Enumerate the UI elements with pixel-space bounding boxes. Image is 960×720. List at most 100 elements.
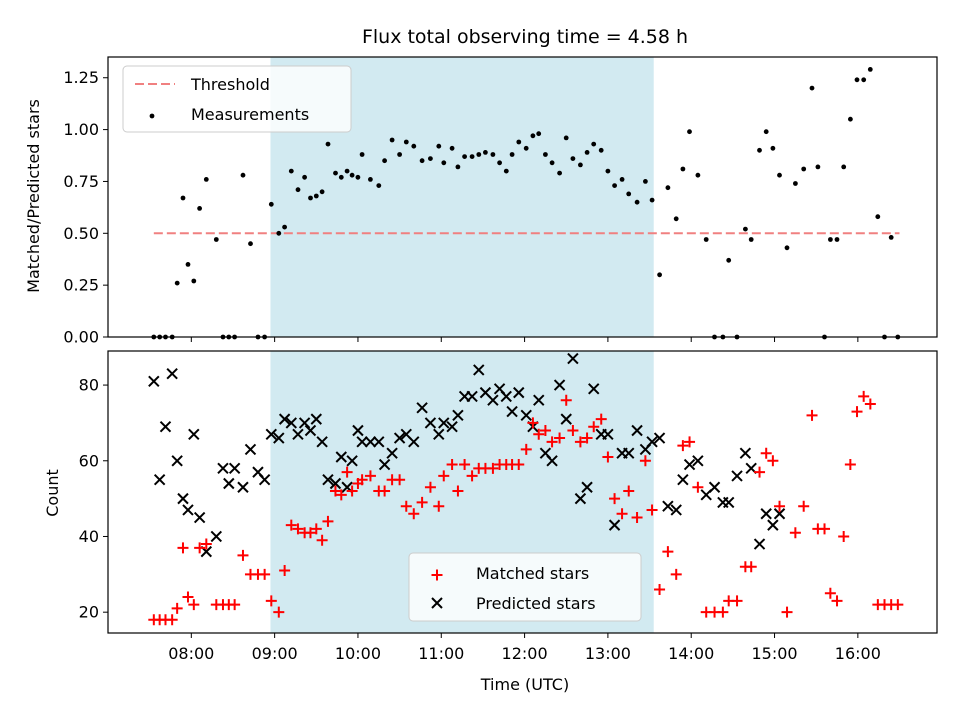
predicted-point: [533, 394, 545, 406]
bottom-xtick-label: 11:00: [418, 644, 464, 663]
matched-point: [322, 515, 334, 527]
matched-point: [581, 432, 593, 444]
measurement-point: [665, 185, 671, 191]
matched-point: [229, 599, 241, 611]
matched-point: [177, 542, 189, 554]
matched-point: [400, 500, 412, 512]
measurement-point: [308, 195, 313, 201]
predicted-point: [662, 500, 674, 512]
matched-point: [844, 459, 856, 471]
matched-point: [684, 436, 696, 448]
predicted-point: [273, 432, 285, 444]
matched-point: [433, 500, 445, 512]
bottom-xtick-label: 12:00: [502, 644, 548, 663]
measurement-point: [248, 241, 253, 247]
matched-point: [188, 599, 200, 611]
predicted-point: [677, 473, 689, 486]
measurement-point: [643, 179, 648, 184]
matched-point: [609, 493, 621, 505]
matched-point: [781, 606, 793, 618]
matched-point: [567, 424, 579, 436]
predicted-point: [416, 402, 428, 414]
predicted-point: [182, 504, 194, 516]
measurement-point: [397, 152, 402, 157]
measurement-point: [888, 235, 894, 240]
top-ytick-label: 0.00: [63, 328, 99, 347]
matched-point: [273, 606, 285, 618]
bottom-plot-frame: [107, 350, 938, 634]
measurement-point: [338, 174, 344, 180]
predicted-point: [304, 424, 317, 437]
matched-point: [819, 523, 831, 535]
measurement-point: [619, 177, 625, 182]
bottom-ytick-label: 20: [79, 603, 99, 622]
matched-point: [539, 424, 551, 436]
top-plot-frame: [107, 56, 938, 338]
measurement-point: [784, 245, 790, 251]
predicted-point: [310, 413, 322, 425]
matched-point: [717, 606, 729, 618]
predicted-point: [188, 428, 200, 440]
matched-point: [487, 462, 499, 474]
measurement-point: [703, 237, 709, 242]
bottom-ytick-label: 60: [79, 451, 99, 470]
predicted-point: [171, 455, 183, 467]
matched-point: [466, 470, 478, 482]
matched-point: [692, 481, 704, 493]
measurement-point: [834, 237, 840, 242]
predicted-point: [258, 473, 271, 486]
legend-threshold-label: Threshold: [190, 75, 270, 94]
bottom-xtick-label: 13:00: [585, 644, 631, 663]
measurement-point: [313, 193, 319, 199]
predicted-point: [646, 436, 658, 448]
matched-point: [182, 591, 194, 603]
predicted-point: [546, 455, 558, 467]
measurement-point: [213, 237, 219, 242]
matched-point: [646, 504, 658, 516]
predicted-point: [346, 455, 358, 467]
predicted-point: [237, 481, 249, 493]
top-ytick-label: 1.25: [63, 68, 99, 87]
bottom-xtick-label: 10:00: [335, 644, 381, 663]
legend-matched-label: Matched stars: [476, 564, 589, 583]
measurement-point: [612, 183, 617, 189]
measurement-point: [543, 152, 548, 157]
predicted-point: [574, 492, 587, 505]
matched-point: [408, 508, 420, 520]
bottom-xlabel: Time (UTC): [480, 675, 569, 694]
measurement-point: [578, 162, 583, 168]
measurement-point: [483, 150, 488, 155]
measurement-point: [557, 170, 562, 176]
matched-point: [851, 406, 863, 418]
matched-point: [631, 512, 643, 524]
predicted-point: [228, 462, 241, 475]
matched-point: [259, 568, 271, 580]
predicted-point: [608, 519, 621, 531]
measurement-point: [441, 160, 447, 166]
bottom-xtick-label: 15:00: [751, 644, 797, 663]
predicted-point: [153, 473, 166, 486]
measurement-point: [490, 152, 496, 157]
predicted-point: [708, 481, 721, 493]
matched-point: [554, 432, 566, 444]
top-ytick-label: 0.75: [63, 172, 99, 191]
measurement-point: [867, 67, 873, 72]
predicted-point: [223, 477, 235, 490]
matched-point: [731, 595, 743, 607]
measurement-point: [240, 172, 246, 178]
measurement-point: [695, 172, 701, 178]
measurement-point: [497, 160, 502, 166]
predicted-point: [356, 436, 368, 448]
matched-point: [452, 485, 464, 497]
predicted-point: [670, 504, 682, 516]
matched-point: [513, 459, 525, 471]
measurement-point: [419, 158, 425, 164]
measurement-point: [185, 262, 191, 267]
measurement-point: [841, 164, 847, 170]
predicted-point: [560, 413, 572, 425]
matched-point: [416, 496, 428, 508]
predicted-point: [148, 375, 160, 387]
legend-predicted-swatch: [431, 597, 443, 609]
measurement-point: [815, 164, 821, 170]
predicted-point: [602, 428, 614, 440]
